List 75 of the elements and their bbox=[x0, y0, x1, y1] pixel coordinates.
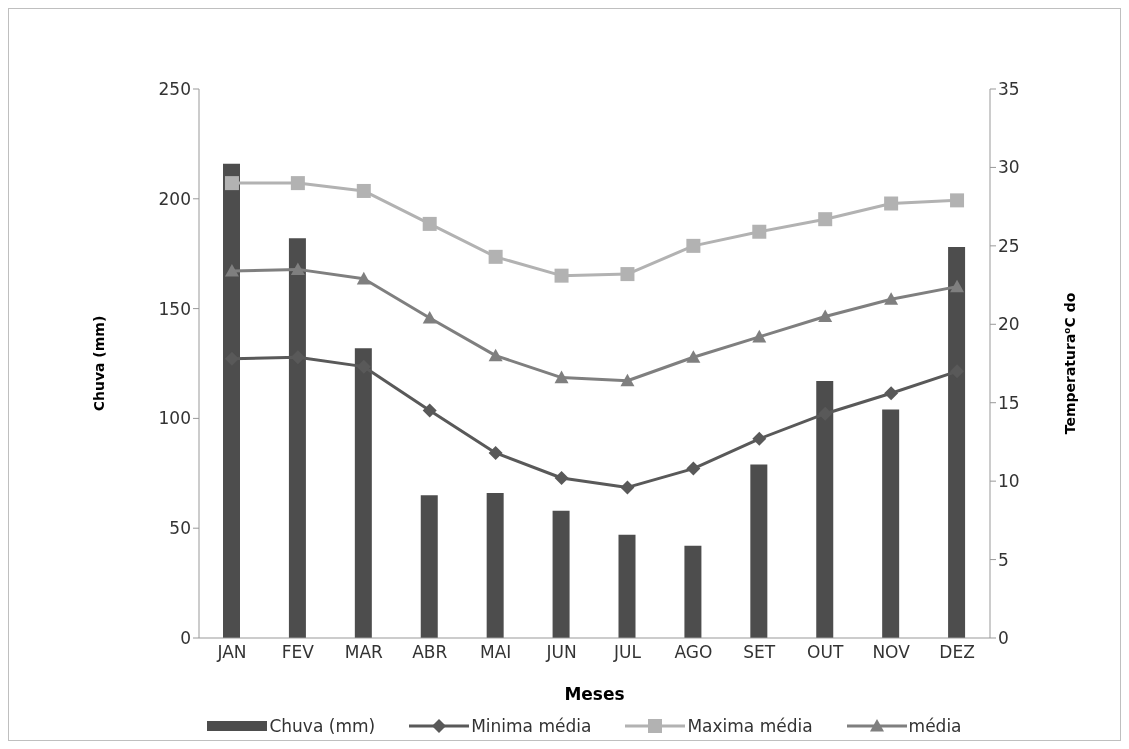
point bbox=[356, 271, 371, 285]
x-tick-label: ABR bbox=[412, 642, 448, 663]
y2-tick-label: 30 bbox=[998, 157, 1020, 178]
point bbox=[488, 445, 503, 460]
y2-tick-label: 10 bbox=[998, 471, 1020, 492]
x-tick-label: SET bbox=[743, 642, 776, 663]
y2-tick-label: 35 bbox=[998, 79, 1020, 100]
point bbox=[554, 471, 569, 486]
point bbox=[488, 348, 503, 362]
point bbox=[290, 262, 305, 275]
y2-tick-label: 20 bbox=[998, 314, 1020, 335]
point bbox=[752, 224, 767, 239]
x-tick-label: DEZ bbox=[939, 642, 975, 663]
x-tick-label: FEV bbox=[281, 642, 315, 663]
point bbox=[752, 329, 767, 343]
point bbox=[356, 359, 371, 374]
y2-tick-label: 5 bbox=[998, 549, 1009, 570]
point bbox=[488, 249, 503, 264]
point bbox=[422, 216, 437, 231]
legend-label: Minima média bbox=[470, 716, 592, 736]
y2-tick-label: 25 bbox=[998, 235, 1020, 256]
x-tick-label: AGO bbox=[674, 642, 713, 663]
x-tick-label: JUN bbox=[545, 642, 577, 663]
bar bbox=[882, 409, 900, 638]
point bbox=[554, 268, 569, 283]
point bbox=[686, 238, 701, 253]
y-tick-label: 150 bbox=[158, 298, 191, 319]
y-tick-label: 50 bbox=[169, 518, 191, 539]
x-tick-label: MAR bbox=[344, 642, 384, 663]
point bbox=[950, 193, 965, 208]
y-tick-label: 0 bbox=[180, 628, 191, 649]
point bbox=[224, 176, 239, 191]
point bbox=[422, 403, 437, 418]
point bbox=[422, 311, 437, 324]
point bbox=[620, 373, 635, 387]
bar bbox=[420, 495, 438, 638]
point bbox=[224, 263, 239, 277]
point bbox=[884, 386, 899, 401]
x-tick-label: OUT bbox=[807, 642, 844, 663]
x-tick-label: JUL bbox=[612, 642, 642, 663]
point bbox=[554, 370, 569, 384]
y-tick-label: 100 bbox=[158, 408, 191, 429]
legend-label: Chuva (mm) bbox=[268, 716, 376, 736]
point bbox=[818, 406, 833, 421]
bar bbox=[684, 545, 702, 638]
point bbox=[818, 309, 833, 323]
legend-label: média bbox=[907, 716, 962, 736]
x-tick-label: MAI bbox=[479, 642, 512, 663]
point bbox=[950, 279, 965, 293]
y-tick-label: 250 bbox=[158, 79, 191, 100]
point bbox=[752, 431, 767, 446]
y2-axis-title: Temperatura⁰C do bbox=[1061, 292, 1078, 435]
y-axis-title: Chuva (mm) bbox=[90, 315, 107, 412]
legend-label: Maxima média bbox=[686, 716, 813, 736]
x-tick-label: NOV bbox=[872, 642, 911, 663]
point bbox=[620, 480, 635, 495]
point bbox=[950, 364, 965, 379]
y2-tick-label: 0 bbox=[998, 628, 1009, 649]
bar bbox=[618, 534, 636, 638]
y-tick-label: 200 bbox=[158, 188, 191, 209]
bar bbox=[486, 493, 504, 638]
point bbox=[818, 212, 833, 227]
point bbox=[290, 176, 305, 191]
point bbox=[884, 196, 899, 211]
bar bbox=[750, 464, 768, 638]
point bbox=[356, 183, 371, 198]
bar bbox=[552, 510, 570, 638]
point bbox=[224, 351, 239, 366]
point bbox=[686, 350, 701, 363]
point bbox=[686, 461, 701, 476]
point bbox=[884, 292, 899, 305]
point bbox=[620, 267, 635, 282]
y2-tick-label: 15 bbox=[998, 392, 1020, 413]
x-axis-title: Meses bbox=[564, 684, 625, 704]
x-tick-label: JAN bbox=[216, 642, 247, 663]
